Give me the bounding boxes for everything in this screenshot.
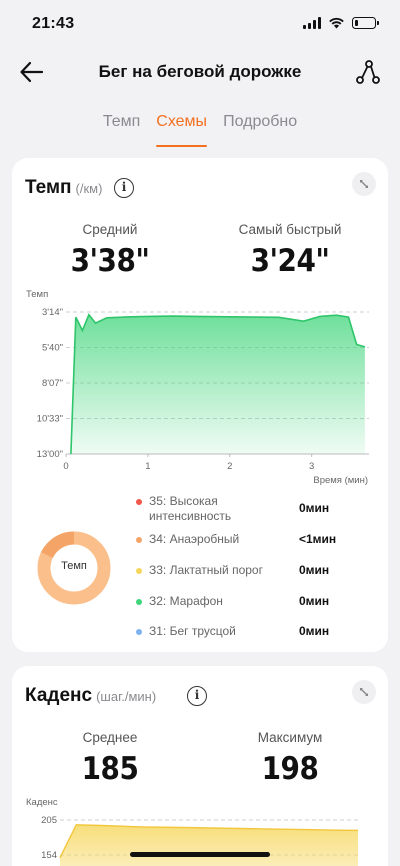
pace-x-tick: 3 (309, 461, 314, 472)
zone-name: З4: Анаэробный (149, 532, 240, 546)
status-icons (303, 17, 379, 29)
pace-y-tick: 13'00" (37, 449, 63, 460)
zone-dot (136, 568, 142, 574)
zone-dot (136, 537, 142, 543)
cadence-y-tick: 154 (41, 850, 57, 861)
nav-bar: Бег на беговой дорожке (0, 50, 400, 94)
pace-y-tick: 8'07" (42, 378, 63, 389)
pace-fastest-label: Самый быстрый (238, 222, 342, 237)
zone-dot (136, 599, 142, 605)
cadence-card: Каденс (шаг./мин) i Среднее 185 Максимум… (12, 666, 388, 866)
pace-chart-x-ticks: 0 1 2 3 (63, 454, 314, 472)
cadence-area (60, 824, 358, 866)
pace-zones-donut (37, 531, 111, 605)
home-indicator (130, 852, 270, 857)
route-button[interactable] (352, 56, 384, 88)
pace-chart-x-title: Время (мин) (313, 475, 368, 486)
zone-time: <1мин (299, 532, 337, 546)
zone-name: З2: Марафон (149, 594, 223, 608)
cadence-maximum-value: 198 (261, 751, 319, 787)
zone-time: 0мин (299, 563, 330, 577)
cadence-maximum-label: Максимум (257, 730, 323, 745)
pace-expand-button[interactable] (352, 172, 376, 196)
wifi-icon (329, 17, 344, 29)
pace-donut-label: Темп (61, 560, 87, 572)
pace-x-tick: 1 (145, 461, 150, 472)
pace-y-tick: 3'14" (42, 307, 63, 318)
tab-charts[interactable]: Схемы (156, 113, 207, 147)
tab-details[interactable]: Подробно (223, 113, 298, 130)
pace-area (70, 314, 365, 454)
zone-name: З1: Бег трусцой (149, 624, 236, 638)
zone-time: 0мин (299, 501, 330, 515)
cadence-expand-button[interactable] (352, 680, 376, 704)
pace-average-value: 3'38" (70, 243, 150, 279)
expand-icon (360, 688, 368, 696)
cadence-unit: (шаг./мин) (96, 689, 157, 704)
cadence-y-tick: 205 (41, 815, 57, 826)
cadence-average-label: Среднее (82, 730, 138, 745)
pace-chart: Темп 3'14" 5'40" 8'07" 10'33" 13'00" 0 1 2 3 Вр… (26, 289, 369, 486)
tab-pace[interactable]: Темп (102, 113, 141, 130)
cadence-average: Среднее 185 (35, 730, 185, 787)
route-icon (356, 60, 380, 84)
status-time: 21:43 (32, 15, 75, 32)
pace-y-tick: 5'40" (42, 343, 63, 354)
pace-card: Темп (/км) i Средний 3'38" Самый быстрый… (12, 158, 388, 652)
zone-name: З3: Лактатный порог (149, 563, 263, 577)
zone-dot (136, 629, 142, 635)
battery-level (354, 19, 359, 26)
expand-icon (360, 180, 368, 188)
cadence-chart-y-title: Каденс (26, 797, 58, 808)
cadence-maximum: Максимум 198 (215, 730, 365, 787)
cadence-chart-y-ticks: 205 154 (41, 815, 57, 861)
pace-x-tick: 0 (63, 461, 68, 472)
cellular-signal-icon (303, 17, 321, 29)
pace-fastest-value: 3'24" (250, 243, 330, 279)
cadence-line (59, 824, 358, 859)
pace-fastest: Самый быстрый 3'24" (215, 222, 365, 279)
cadence-average-value: 185 (81, 751, 139, 787)
pace-chart-y-ticks: 3'14" 5'40" 8'07" 10'33" 13'00" (37, 307, 63, 460)
pace-chart-y-title: Темп (26, 289, 48, 300)
pace-line (70, 313, 366, 455)
zone-time: 0мин (299, 594, 330, 608)
pace-average: Средний 3'38" (35, 222, 185, 279)
pace-card-title: Темп (/км) (25, 177, 102, 199)
pace-x-tick: 2 (227, 461, 232, 472)
page-title: Бег на беговой дорожке (98, 62, 302, 81)
zone-name: З5: Высокая интенсивность (149, 494, 232, 523)
cadence-info-icon[interactable]: i (187, 686, 207, 706)
arrow-left-icon (20, 61, 44, 83)
cadence-chart: Каденс 205 154 (26, 797, 358, 866)
back-button[interactable] (16, 56, 48, 88)
zone-dot (136, 499, 142, 505)
battery-icon (352, 17, 379, 29)
pace-title: Темп (25, 177, 72, 198)
pace-info-icon[interactable]: i (114, 178, 134, 198)
status-bar: 21:43 (0, 0, 400, 50)
pace-y-tick: 10'33" (37, 414, 63, 425)
pace-unit: (/км) (75, 181, 103, 196)
zone-time: 0мин (299, 624, 330, 638)
cadence-card-title: Каденс (шаг./мин) (25, 685, 156, 707)
tab-bar: Темп Схемы Подробно (0, 113, 400, 147)
pace-average-label: Средний (82, 222, 138, 237)
cadence-title: Каденс (25, 685, 93, 706)
